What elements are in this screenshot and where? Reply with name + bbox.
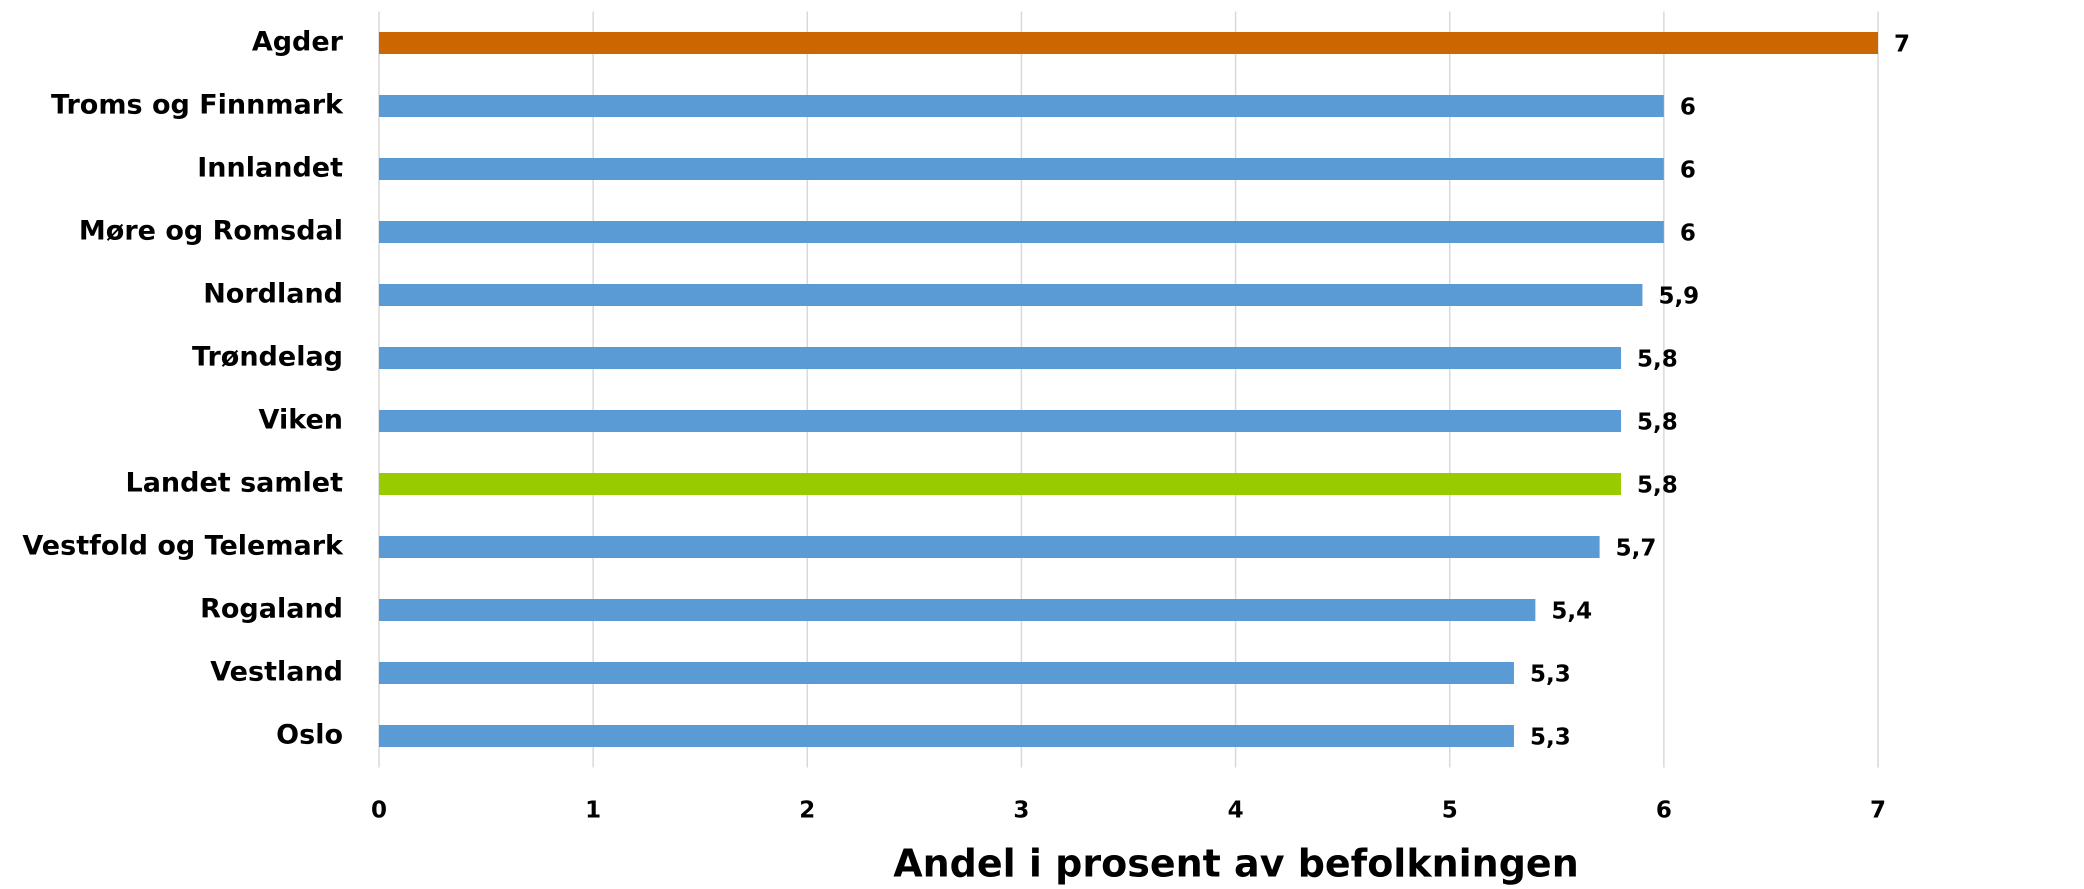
bar: [379, 158, 1664, 180]
y-tick-label: Vestfold og Telemark: [22, 531, 344, 562]
y-tick-label: Vestland: [210, 657, 343, 688]
bar: [379, 725, 1514, 747]
value-label: 7: [1894, 32, 1910, 58]
value-label: 5,4: [1551, 599, 1592, 625]
x-tick-label: 7: [1870, 798, 1886, 824]
value-label: 5,7: [1616, 536, 1657, 562]
bar: [379, 662, 1514, 684]
y-tick-label: Nordland: [203, 279, 343, 310]
x-tick-label: 1: [585, 798, 601, 824]
x-tick-label: 2: [799, 798, 815, 824]
bar: [379, 473, 1622, 495]
y-tick-label: Møre og Romsdal: [79, 216, 343, 247]
x-tick-label: 6: [1656, 798, 1672, 824]
y-tick-label: Agder: [252, 27, 344, 58]
value-label: 5,3: [1530, 662, 1571, 688]
y-tick-label: Trøndelag: [192, 342, 343, 373]
bar: [379, 347, 1622, 369]
value-label: 6: [1680, 221, 1696, 247]
value-label: 5,8: [1637, 347, 1678, 373]
y-tick-label: Viken: [259, 405, 343, 436]
y-tick-label: Rogaland: [200, 594, 343, 625]
value-label: 5,8: [1637, 473, 1678, 499]
value-label: 5,3: [1530, 725, 1571, 751]
bar: [379, 32, 1878, 54]
bar: [379, 599, 1536, 621]
y-tick-label: Troms og Finnmark: [51, 90, 344, 121]
x-tick-label: 3: [1013, 798, 1029, 824]
y-tick-label: Oslo: [276, 720, 343, 751]
value-label: 5,9: [1658, 284, 1699, 310]
x-tick-label: 4: [1228, 798, 1244, 824]
bar: [379, 410, 1622, 432]
bar: [379, 536, 1600, 558]
y-tick-label: Innlandet: [197, 153, 343, 184]
value-label: 5,8: [1637, 410, 1678, 436]
x-axis-title: Andel i prosent av befolkningen: [893, 842, 1579, 886]
bar: [379, 284, 1643, 306]
y-tick-label: Landet samlet: [126, 468, 344, 499]
value-label: 6: [1680, 95, 1696, 121]
bar: [379, 95, 1664, 117]
x-tick-label: 5: [1442, 798, 1458, 824]
x-tick-label: 0: [371, 798, 387, 824]
bar: [379, 221, 1664, 243]
value-label: 6: [1680, 158, 1696, 184]
